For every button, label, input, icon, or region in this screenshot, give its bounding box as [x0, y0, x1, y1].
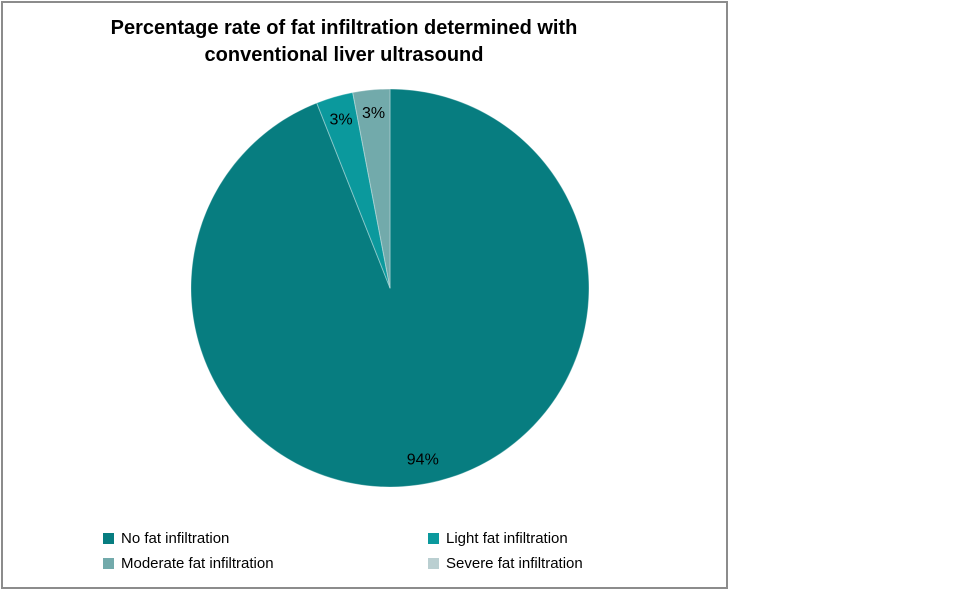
legend-label-moderate-fat: Moderate fat infiltration — [121, 554, 274, 572]
pie-slice-2 — [352, 88, 391, 289]
legend-item-no-fat: No fat infiltration — [103, 529, 230, 547]
legend-swatch-no-fat — [103, 532, 114, 544]
legend-label-no-fat: No fat infiltration — [121, 529, 230, 547]
legend-swatch-severe-fat — [428, 557, 439, 569]
pie-slice-1 — [316, 92, 391, 289]
legend-label-light-fat: Light fat infiltration — [446, 529, 568, 547]
chart-title-line-1: Percentage rate of fat infiltration dete… — [110, 17, 578, 39]
legend-item-severe-fat: Severe fat infiltration — [428, 554, 583, 572]
legend-item-moderate-fat: Moderate fat infiltration — [103, 554, 274, 572]
chart-title-line-2: conventional liver ultrasound — [204, 44, 484, 66]
pie-data-label-0: 94% — [407, 452, 439, 469]
pie-data-label-1: 3% — [330, 111, 353, 128]
chart-title: Percentage rate of fat infiltration dete… — [0, 15, 730, 69]
legend-swatch-light-fat — [428, 532, 439, 544]
legend-item-light-fat: Light fat infiltration — [428, 529, 568, 547]
legend-label-severe-fat: Severe fat infiltration — [446, 554, 583, 572]
pie-slice-0 — [190, 88, 590, 488]
legend-swatch-moderate-fat — [103, 557, 114, 569]
pie-data-label-2: 3% — [362, 105, 385, 122]
